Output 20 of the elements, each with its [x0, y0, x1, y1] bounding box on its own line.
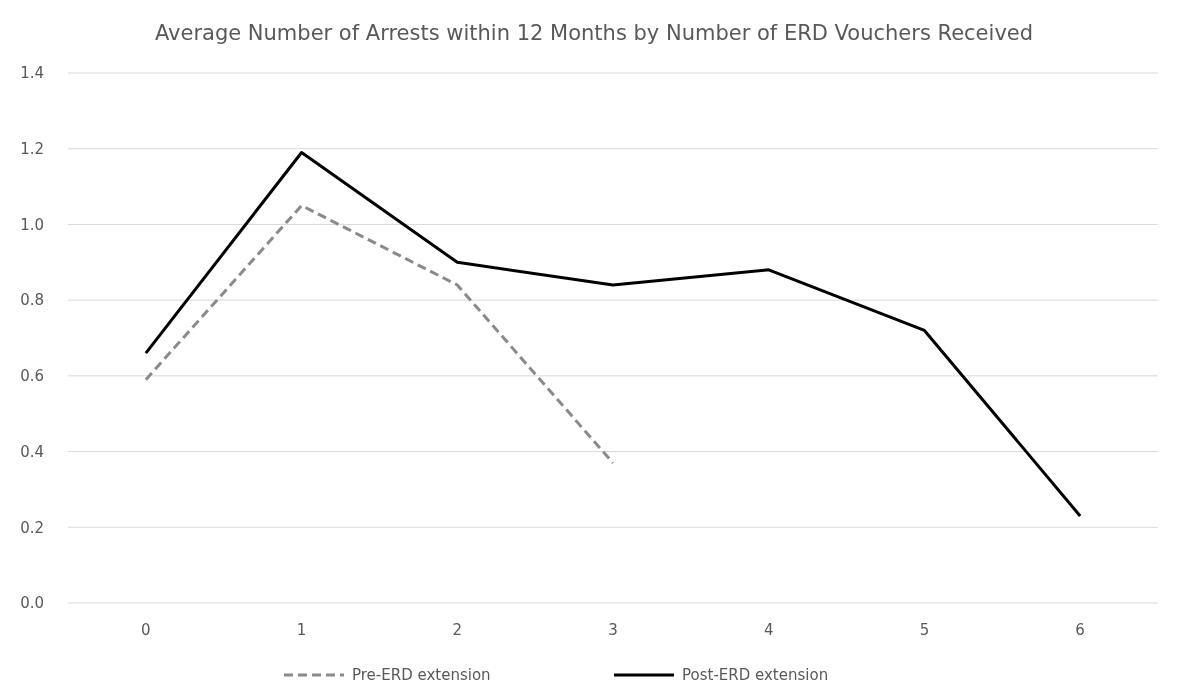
y-tick-label: 0.4 [20, 442, 44, 461]
x-tick-label: 4 [763, 621, 774, 639]
x-tick-label: 2 [452, 621, 463, 639]
x-tick-label: 5 [919, 621, 930, 639]
y-tick-label: 1.0 [20, 215, 44, 234]
y-tick-label: 1.4 [20, 64, 44, 83]
y-tick-label: 0.2 [20, 518, 44, 537]
legend-label: Post-ERD extension [682, 666, 829, 685]
y-tick-label: 0.0 [20, 594, 44, 613]
y-tick-label: 0.8 [20, 291, 44, 310]
x-tick-label: 3 [608, 621, 618, 639]
x-tick-label: 6 [1075, 621, 1085, 639]
x-tick-label: 1 [296, 621, 307, 639]
chart-title: Average Number of Arrests within 12 Months by Number of ERD Vouchers Received [154, 21, 1034, 45]
y-tick-label: 0.6 [20, 367, 44, 386]
line-series [144, 151, 1082, 518]
x-tick-label: 0 [141, 621, 151, 639]
line-series [144, 204, 615, 465]
legend-label: Pre-ERD extension [352, 666, 491, 685]
y-tick-label: 1.2 [20, 139, 44, 158]
